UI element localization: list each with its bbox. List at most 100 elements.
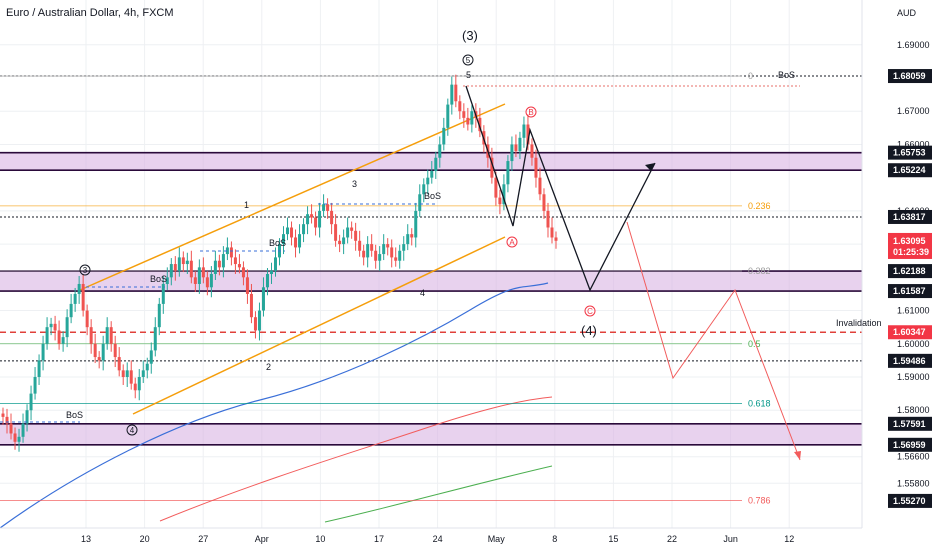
candle (9, 413, 13, 440)
candle (77, 276, 81, 304)
candle-body (386, 244, 390, 248)
candle-body (554, 237, 558, 241)
candle-body (318, 210, 322, 228)
price-axis[interactable]: 1.690001.670001.660001.640001.630001.610… (861, 0, 932, 528)
candle (306, 206, 310, 235)
wave-3-label: (3) (462, 28, 478, 43)
candle (546, 202, 550, 238)
candle-body (350, 227, 354, 231)
y-tick-label: 1.55800 (897, 478, 930, 488)
price-tag: 1.56959 (888, 437, 932, 452)
candle-body (326, 204, 330, 211)
candle (510, 136, 514, 172)
candle (53, 315, 57, 341)
candle-body (49, 323, 53, 328)
candle (290, 221, 294, 246)
x-tick-label: Apr (255, 534, 269, 544)
candle-body (378, 254, 382, 261)
candle-body (518, 137, 522, 152)
candle (334, 214, 338, 247)
x-tick-label: 13 (81, 534, 91, 544)
fib-label: 0.5 (748, 339, 761, 349)
candle-body (237, 264, 241, 268)
candle-body (438, 144, 442, 158)
candle-body (157, 303, 161, 328)
candle (418, 184, 422, 217)
candle (201, 257, 205, 284)
candle-body (37, 360, 41, 377)
candle-body (322, 204, 326, 211)
annotations: Invalidation BoS BoS BoS BoS BoS 3 4 5 A B C (3) (4) 1… (0, 28, 882, 436)
candle-body (430, 171, 434, 178)
candle-body (125, 370, 129, 377)
x-tick-label: 8 (552, 534, 557, 544)
candle (97, 351, 101, 369)
candle (161, 276, 165, 314)
price-tag-bg (888, 163, 932, 178)
candle-body (173, 264, 177, 271)
candle (5, 408, 9, 434)
candle (129, 360, 133, 390)
price-tag-value: 1.59486 (893, 356, 926, 366)
candle (382, 234, 386, 261)
candle-body (149, 350, 153, 364)
candle-body (346, 227, 350, 238)
candle (390, 239, 394, 268)
candle (446, 98, 450, 136)
price-tag: 1.57591 (888, 416, 932, 431)
candle-body (522, 124, 526, 138)
price-tag-value: 1.65224 (893, 165, 926, 175)
candle-body (1, 413, 5, 417)
candle-body (358, 240, 362, 251)
price-tag-bg (888, 325, 932, 340)
candle-body (153, 327, 157, 351)
candle (506, 155, 510, 193)
candle (17, 428, 21, 452)
wave-circle-c: C (584, 305, 596, 317)
candle (542, 188, 546, 219)
candle (502, 174, 506, 211)
price-tag: 1.63817 (888, 209, 932, 224)
candle (89, 319, 93, 354)
candle (398, 244, 402, 269)
time-axis[interactable]: 13 20 27 Apr 10 17 24 May 8 15 22 Jun 12 (0, 527, 862, 544)
candle (101, 335, 105, 371)
candle-body (161, 283, 165, 304)
price-tag: 1.61587 (888, 284, 932, 299)
candle-body (418, 194, 422, 211)
candle-body (390, 247, 394, 258)
bos-top-label: BoS (778, 70, 795, 80)
candle-body (530, 144, 534, 158)
candle-body (374, 250, 378, 261)
supply-demand-zone (0, 152, 862, 171)
candle-body (398, 250, 402, 261)
wave-circle-label: C (587, 307, 593, 316)
candle (414, 202, 418, 248)
price-tag-value: 1.63817 (893, 212, 926, 222)
candle-body (506, 161, 510, 185)
x-tick-label: May (488, 534, 506, 544)
projection-red (626, 221, 801, 461)
candle (346, 217, 350, 244)
candle-body (286, 227, 290, 235)
candle (478, 107, 482, 138)
wave-circle-b: B (525, 106, 537, 118)
wave-circle (462, 54, 474, 66)
wave-circle (525, 106, 537, 118)
chart-title: Euro / Australian Dollar, 4h, FXCM (6, 7, 174, 19)
candle (402, 236, 406, 261)
candle-body (526, 124, 530, 145)
candle-body (446, 104, 450, 128)
candle (358, 230, 362, 257)
candle (221, 246, 225, 278)
candle-body (217, 260, 221, 268)
price-tag: 1.55270 (888, 493, 932, 508)
wave-circle-4: 4 (126, 424, 138, 436)
ma-blue (0, 282, 549, 529)
candle-body (414, 210, 418, 238)
candle-body (366, 244, 370, 258)
candle-body (273, 257, 277, 271)
candle (406, 224, 410, 251)
candle (117, 347, 121, 377)
candle (470, 105, 474, 133)
